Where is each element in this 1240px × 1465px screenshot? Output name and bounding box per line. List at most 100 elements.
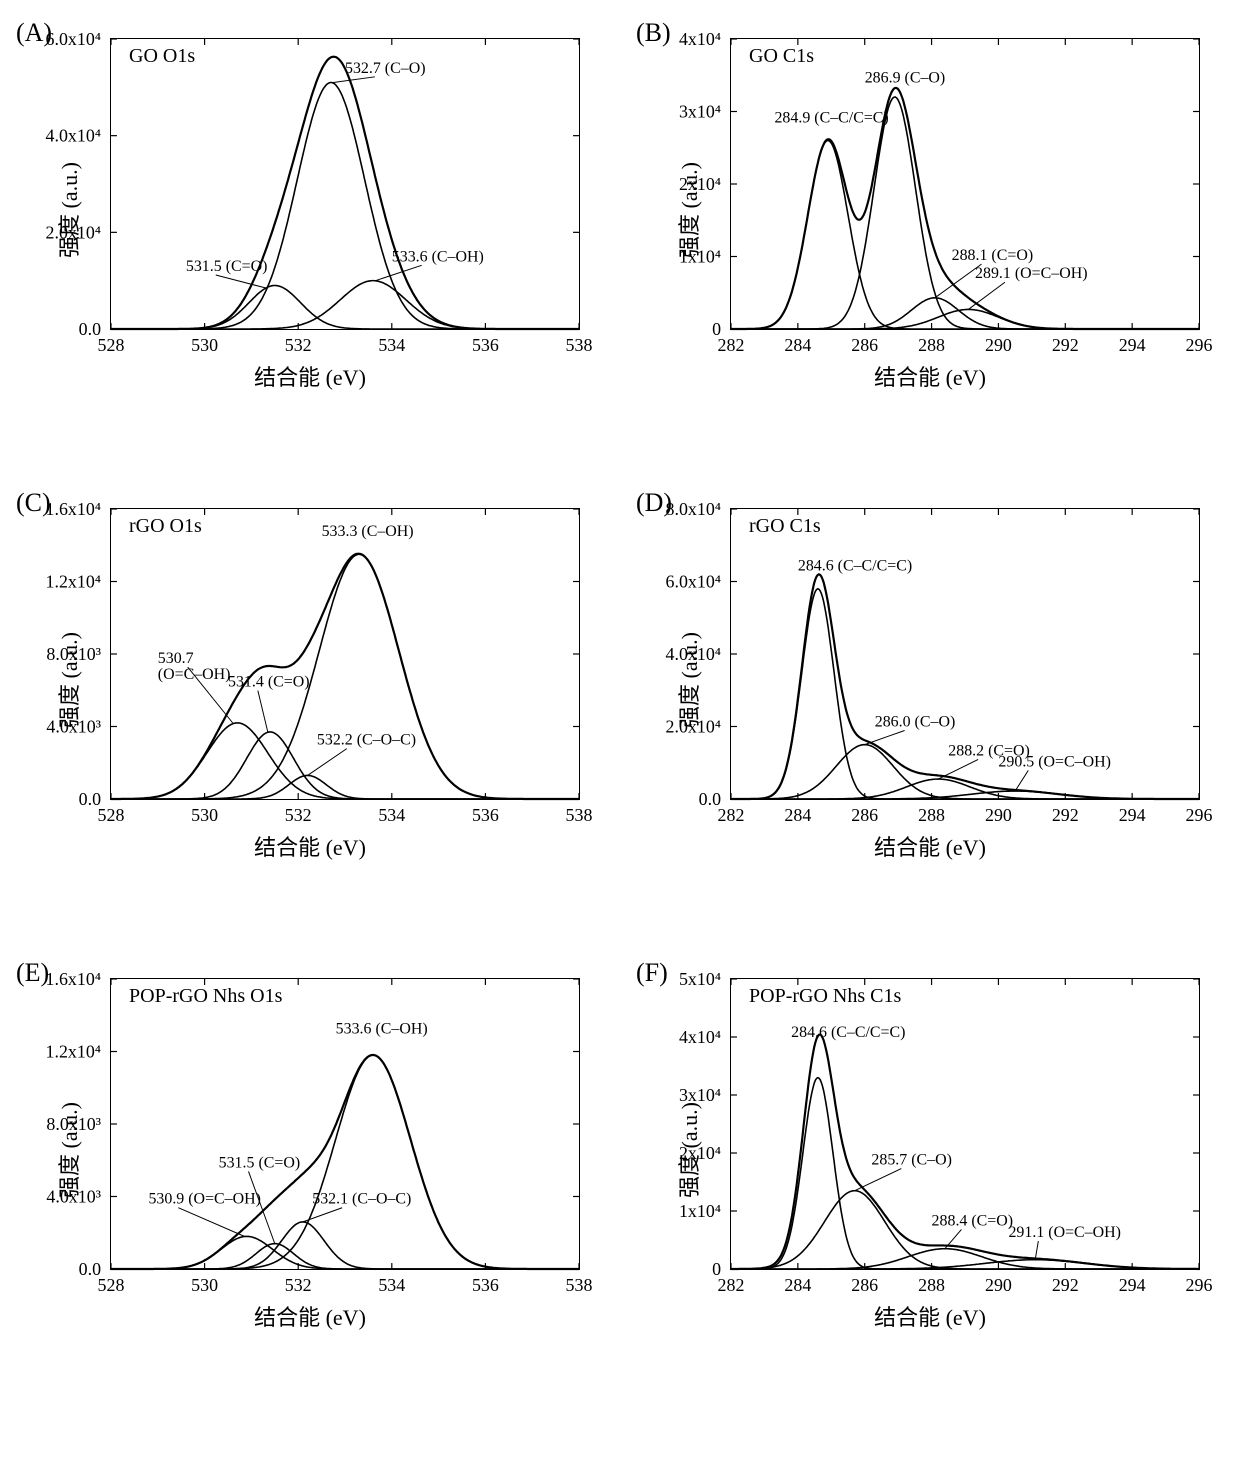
svg-text:288: 288 <box>918 805 945 825</box>
panel-a: (A) 强度 (a.u.) 结合能 (eV) GO O1s 5285305325… <box>20 20 600 400</box>
svg-text:2.0x10⁴: 2.0x10⁴ <box>666 716 722 736</box>
svg-text:2x10⁴: 2x10⁴ <box>679 174 721 194</box>
svg-text:284.9 (C–C/C=C): 284.9 (C–C/C=C) <box>774 109 888 126</box>
svg-text:2.0x10⁴: 2.0x10⁴ <box>46 222 102 242</box>
svg-text:282: 282 <box>718 335 745 355</box>
svg-text:288: 288 <box>918 335 945 355</box>
panel-c: (C) 强度 (a.u.) 结合能 (eV) rGO O1s 528530532… <box>20 490 600 870</box>
svg-text:536: 536 <box>472 335 499 355</box>
chart-svg: 282284286288290292294296 01x10⁴2x10⁴3x10… <box>731 39 1199 329</box>
svg-text:530: 530 <box>191 1275 218 1295</box>
panel-label: (F) <box>636 958 668 988</box>
x-axis-label: 结合能 (eV) <box>874 1300 986 1332</box>
svg-text:286: 286 <box>851 1275 878 1295</box>
svg-text:294: 294 <box>1119 335 1146 355</box>
panel-title: GO C1s <box>749 45 814 68</box>
panel-b: (B) 强度 (a.u.) 结合能 (eV) GO C1s 2822842862… <box>640 20 1220 400</box>
svg-text:533.6 (C–OH): 533.6 (C–OH) <box>392 248 484 265</box>
panel-title: rGO C1s <box>749 515 821 538</box>
chart-svg: 282284286288290292294296 0.02.0x10⁴4.0x1… <box>731 509 1199 799</box>
svg-text:0.0: 0.0 <box>79 1259 101 1279</box>
svg-text:284: 284 <box>784 805 811 825</box>
svg-text:284.6 (C–C/C=C): 284.6 (C–C/C=C) <box>798 558 912 575</box>
x-axis-label: 结合能 (eV) <box>254 1300 366 1332</box>
svg-text:2x10⁴: 2x10⁴ <box>679 1143 721 1163</box>
svg-text:296: 296 <box>1186 1275 1213 1295</box>
svg-text:4.0x10⁴: 4.0x10⁴ <box>46 126 102 146</box>
panel-title: GO O1s <box>129 45 195 68</box>
svg-text:536: 536 <box>472 1275 499 1295</box>
svg-text:290: 290 <box>985 805 1012 825</box>
svg-text:0: 0 <box>712 319 721 339</box>
svg-text:532: 532 <box>285 1275 312 1295</box>
svg-text:0: 0 <box>712 1259 721 1279</box>
x-axis-label: 结合能 (eV) <box>254 360 366 392</box>
svg-text:531.4 (C=O): 531.4 (C=O) <box>228 674 310 691</box>
svg-text:282: 282 <box>718 1275 745 1295</box>
svg-text:1.6x10⁴: 1.6x10⁴ <box>46 499 102 519</box>
svg-text:296: 296 <box>1186 805 1213 825</box>
svg-text:288.1 (C=O): 288.1 (C=O) <box>952 247 1034 264</box>
chart-svg: 282284286288290292294296 01x10⁴2x10⁴3x10… <box>731 979 1199 1269</box>
svg-text:534: 534 <box>378 1275 405 1295</box>
svg-text:3x10⁴: 3x10⁴ <box>679 101 721 121</box>
svg-text:292: 292 <box>1052 1275 1079 1295</box>
svg-text:532.7 (C–O): 532.7 (C–O) <box>345 60 426 77</box>
panel-label: (E) <box>16 958 49 988</box>
svg-text:528: 528 <box>98 1275 125 1295</box>
svg-text:8.0x10³: 8.0x10³ <box>46 1114 101 1134</box>
panel-label: (B) <box>636 18 671 48</box>
svg-text:1x10⁴: 1x10⁴ <box>679 246 721 266</box>
panel-d: (D) 强度 (a.u.) 结合能 (eV) rGO C1s 282284286… <box>640 490 1220 870</box>
svg-text:4x10⁴: 4x10⁴ <box>679 29 721 49</box>
plot-area: POP-rGO Nhs O1s 528530532534536538 0.04.… <box>110 978 580 1270</box>
svg-text:292: 292 <box>1052 805 1079 825</box>
svg-text:528: 528 <box>98 805 125 825</box>
svg-text:292: 292 <box>1052 335 1079 355</box>
svg-text:6.0x10⁴: 6.0x10⁴ <box>666 571 722 591</box>
svg-text:282: 282 <box>718 805 745 825</box>
svg-text:289.1 (O=C–OH): 289.1 (O=C–OH) <box>975 265 1088 282</box>
svg-text:1.6x10⁴: 1.6x10⁴ <box>46 969 102 989</box>
panel-title: POP-rGO Nhs O1s <box>129 985 282 1008</box>
y-axis-label: 强度 (a.u.) <box>52 162 84 258</box>
svg-text:0.0: 0.0 <box>699 789 721 809</box>
svg-text:288: 288 <box>918 1275 945 1295</box>
svg-text:294: 294 <box>1119 805 1146 825</box>
svg-text:290: 290 <box>985 335 1012 355</box>
svg-text:1x10⁴: 1x10⁴ <box>679 1201 721 1221</box>
svg-text:290.5 (O=C–OH): 290.5 (O=C–OH) <box>998 753 1111 770</box>
plot-area: GO C1s 282284286288290292294296 01x10⁴2x… <box>730 38 1200 330</box>
panel-title: POP-rGO Nhs C1s <box>749 985 901 1008</box>
svg-text:4x10⁴: 4x10⁴ <box>679 1027 721 1047</box>
plot-area: rGO O1s 528530532534536538 0.04.0x10³8.0… <box>110 508 580 800</box>
svg-text:8.0x10³: 8.0x10³ <box>46 644 101 664</box>
svg-text:4.0x10³: 4.0x10³ <box>46 716 101 736</box>
svg-text:285.7 (C–O): 285.7 (C–O) <box>871 1152 952 1169</box>
svg-text:532.1 (C–O–C): 532.1 (C–O–C) <box>312 1191 411 1208</box>
plot-area: POP-rGO Nhs C1s 282284286288290292294296… <box>730 978 1200 1270</box>
svg-text:6.0x10⁴: 6.0x10⁴ <box>46 29 102 49</box>
svg-text:290: 290 <box>985 1275 1012 1295</box>
panel-e: (E) 强度 (a.u.) 结合能 (eV) POP-rGO Nhs O1s 5… <box>20 960 600 1340</box>
svg-text:284.6 (C–C/C=C): 284.6 (C–C/C=C) <box>791 1024 905 1041</box>
chart-svg: 528530532534536538 0.04.0x10³8.0x10³1.2x… <box>111 509 579 799</box>
svg-text:530.7(O=C–OH): 530.7(O=C–OH) <box>158 650 231 683</box>
svg-text:534: 534 <box>378 805 405 825</box>
svg-text:286: 286 <box>851 335 878 355</box>
svg-text:538: 538 <box>566 1275 593 1295</box>
svg-text:536: 536 <box>472 805 499 825</box>
svg-text:533.3 (C–OH): 533.3 (C–OH) <box>322 523 414 540</box>
svg-text:528: 528 <box>98 335 125 355</box>
panel-f: (F) 强度 (a.u.) 结合能 (eV) POP-rGO Nhs C1s 2… <box>640 960 1220 1340</box>
svg-text:4.0x10⁴: 4.0x10⁴ <box>666 644 722 664</box>
svg-text:5x10⁴: 5x10⁴ <box>679 969 721 989</box>
svg-text:530: 530 <box>191 335 218 355</box>
svg-text:286.9 (C–O): 286.9 (C–O) <box>865 70 946 87</box>
svg-text:532.2 (C–O–C): 532.2 (C–O–C) <box>317 732 416 749</box>
svg-text:0.0: 0.0 <box>79 789 101 809</box>
svg-text:288.4 (C=O): 288.4 (C=O) <box>932 1213 1014 1230</box>
svg-text:532: 532 <box>285 335 312 355</box>
svg-text:296: 296 <box>1186 335 1213 355</box>
svg-text:294: 294 <box>1119 1275 1146 1295</box>
